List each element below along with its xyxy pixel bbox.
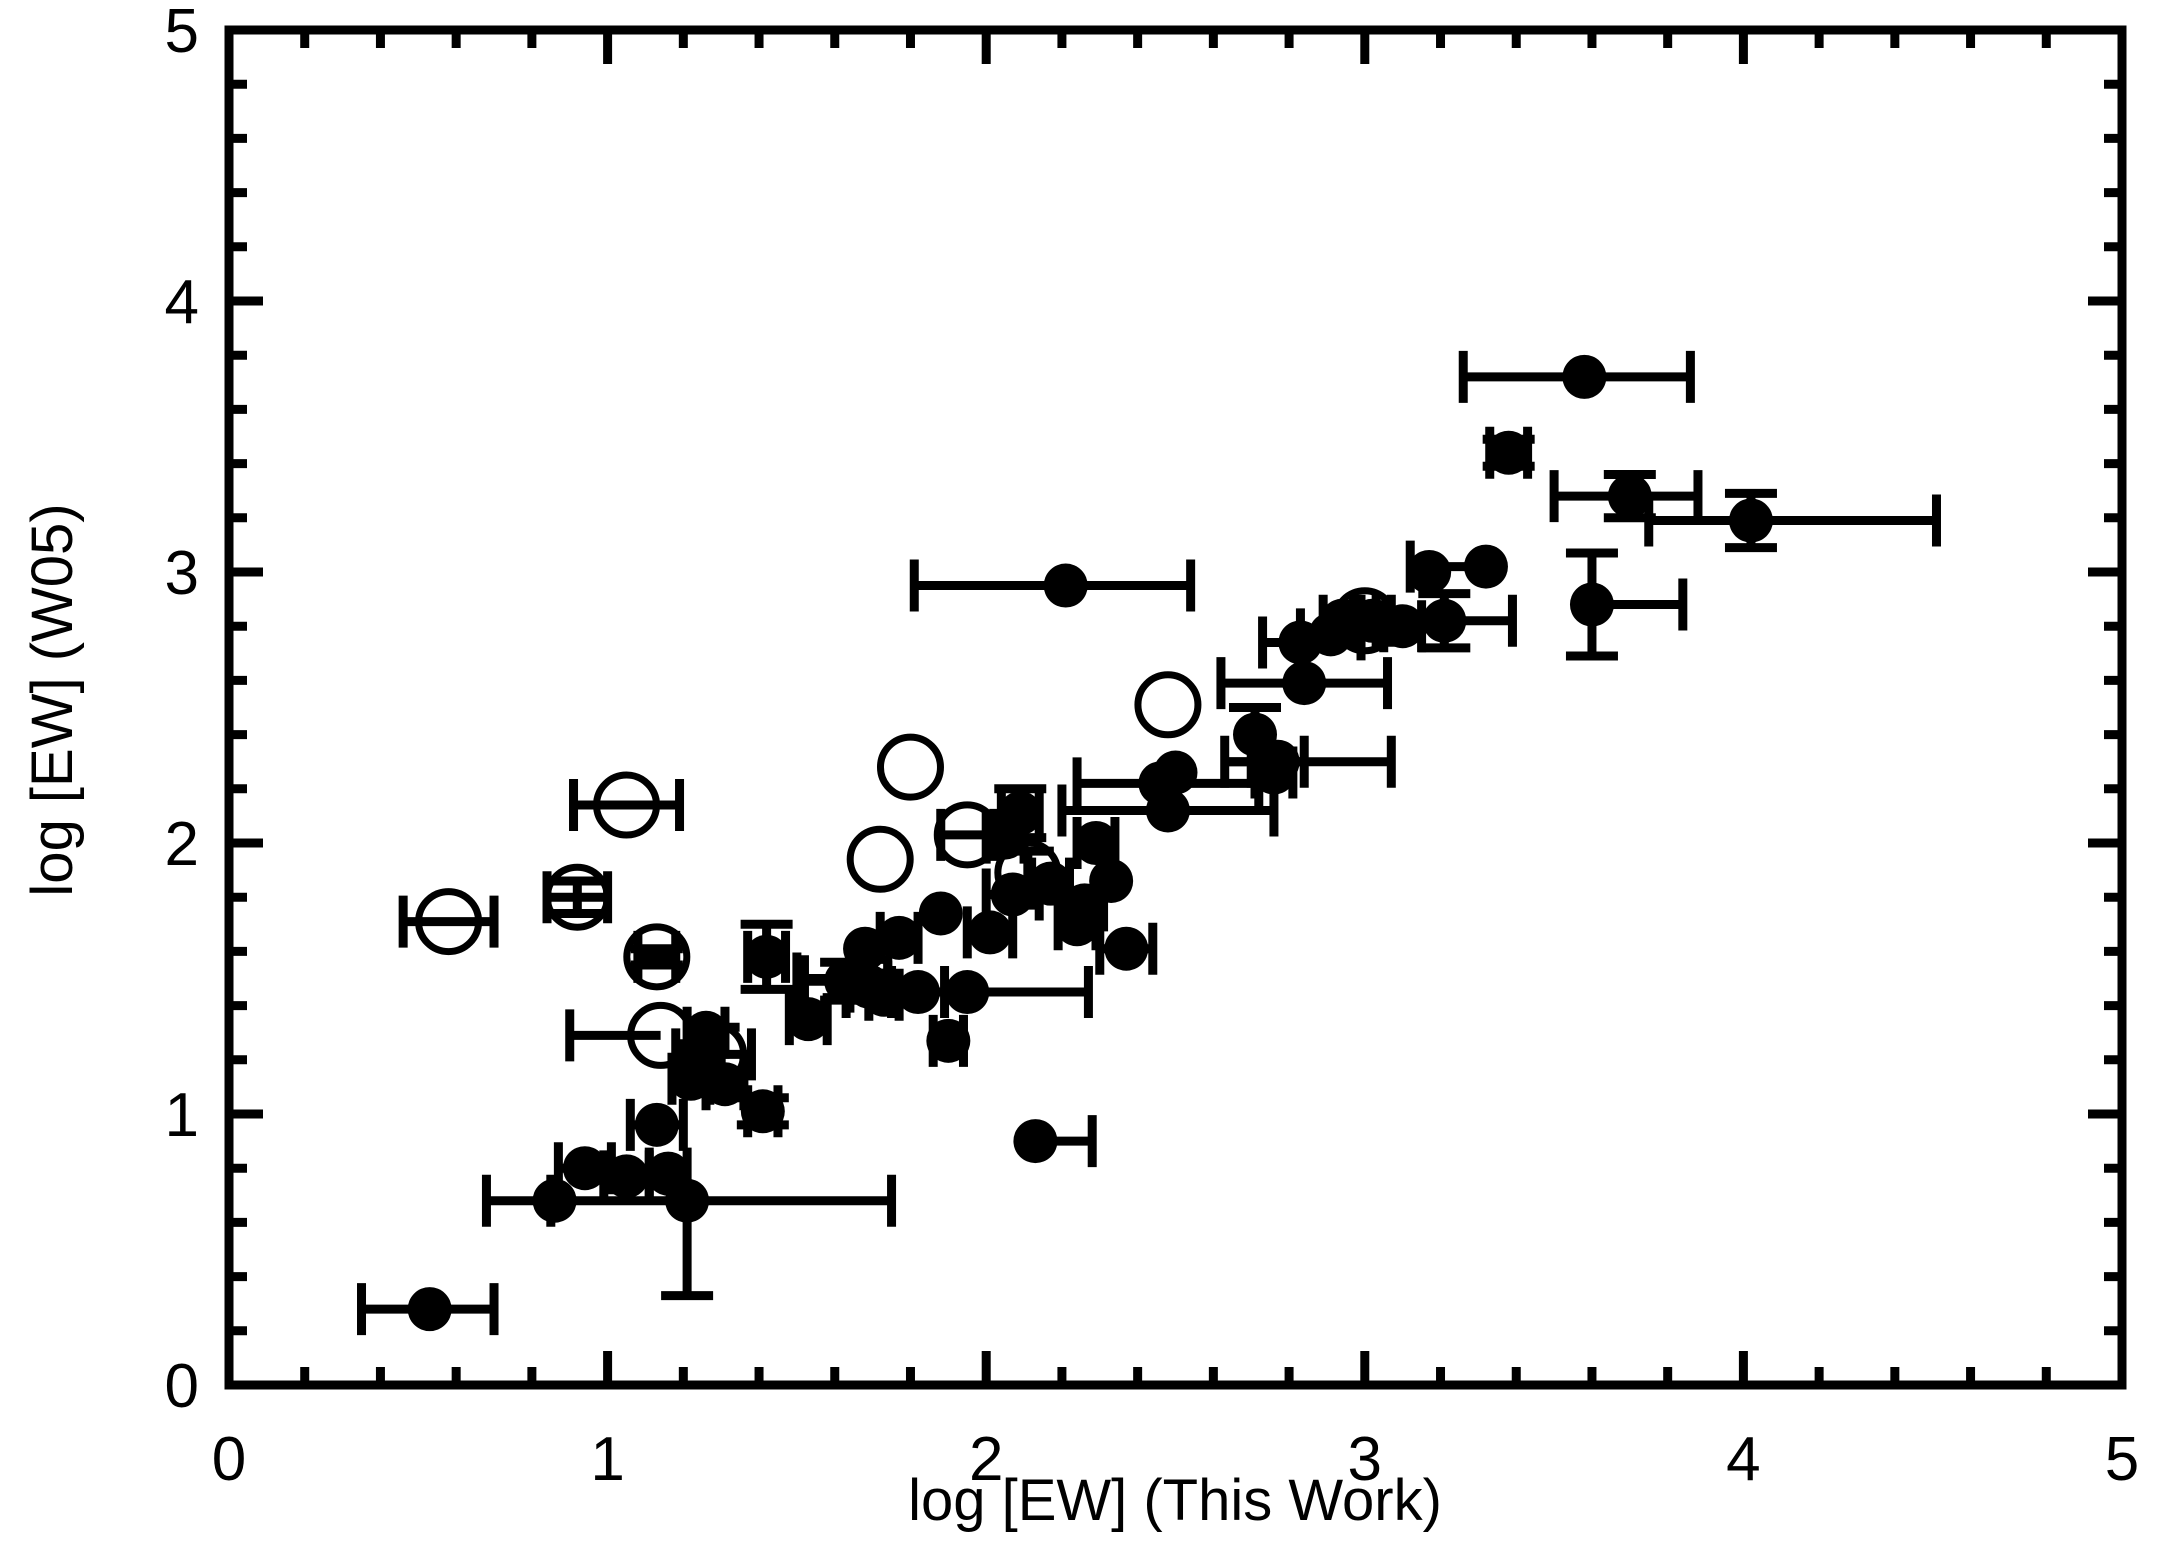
data-point-filled [918,891,963,936]
data-point-filled [843,926,888,971]
data-point-filled [1145,788,1190,833]
data-point-filled [1251,750,1296,795]
data-point-filled [1407,550,1452,594]
data-point-filled [744,934,789,979]
data-point-open [623,923,691,991]
plot-frame [224,25,2127,1390]
data-point-filled [665,1178,710,1223]
data-point-filled [861,972,906,1017]
data-point-filled [634,1102,679,1147]
data-point-filled [1562,354,1607,399]
data-point-open [1331,587,1399,655]
data-point-filled [407,1287,452,1332]
y-tick-label: 4 [165,268,199,337]
y-tick-label: 2 [165,810,199,879]
data-point-filled [1463,544,1508,589]
x-tick-label: 2 [969,1425,1003,1494]
data-point-filled [1607,474,1652,519]
y-tick-label: 0 [165,1352,199,1421]
data-point-filled [967,910,1012,955]
data-point-filled [532,1178,577,1223]
y-tick-label: 5 [165,0,199,66]
data-point-filled [877,915,922,960]
data-point-filled [1728,498,1773,543]
data-point-filled [740,1089,785,1134]
data-point-filled [945,970,990,1015]
data-point-filled [1073,821,1118,865]
x-tick-label: 0 [212,1425,246,1494]
data-point-filled [1028,861,1073,906]
data-point-open [846,825,914,893]
data-point-open [876,733,944,801]
data-point-filled [1569,582,1614,627]
data-point-filled [1013,1119,1058,1164]
data-point-filled [896,970,941,1015]
data-point-open [593,771,661,839]
x-axis-label: log [EW] (This Work) [908,1468,1442,1533]
y-tick-label: 1 [165,1081,199,1150]
data-point-filled [604,1154,649,1199]
x-tick-labels: 0 1 2 3 4 5 [212,1425,2139,1494]
x-tick-label: 4 [1726,1425,1760,1494]
data-point-filled [562,1146,607,1191]
data-point-open [680,1020,748,1088]
data-markers-group [407,354,1773,1332]
data-point-open [933,801,1001,869]
x-tick-label: 3 [1348,1425,1382,1494]
data-point-filled [786,997,831,1042]
data-point-filled [1043,563,1088,608]
data-point-filled [1282,661,1327,706]
x-tick-label: 1 [590,1425,624,1494]
data-point-filled [926,1018,971,1063]
data-point-open [994,839,1062,907]
data-point-filled [1153,750,1198,795]
data-point-filled [1320,598,1365,643]
data-point-filled [1422,598,1467,643]
x-tick-label: 5 [2105,1425,2139,1494]
data-point-filled [1486,430,1531,475]
data-point-open [415,888,483,956]
y-tick-labels: 0 1 2 3 4 5 [165,0,199,1421]
data-point-filled [1089,858,1134,903]
y-tick-label: 3 [165,539,199,608]
data-point-open [543,863,611,931]
y-axis-label: log [EW] (W05) [20,503,85,896]
data-point-open [1134,671,1202,739]
data-point-filled [1104,926,1149,971]
